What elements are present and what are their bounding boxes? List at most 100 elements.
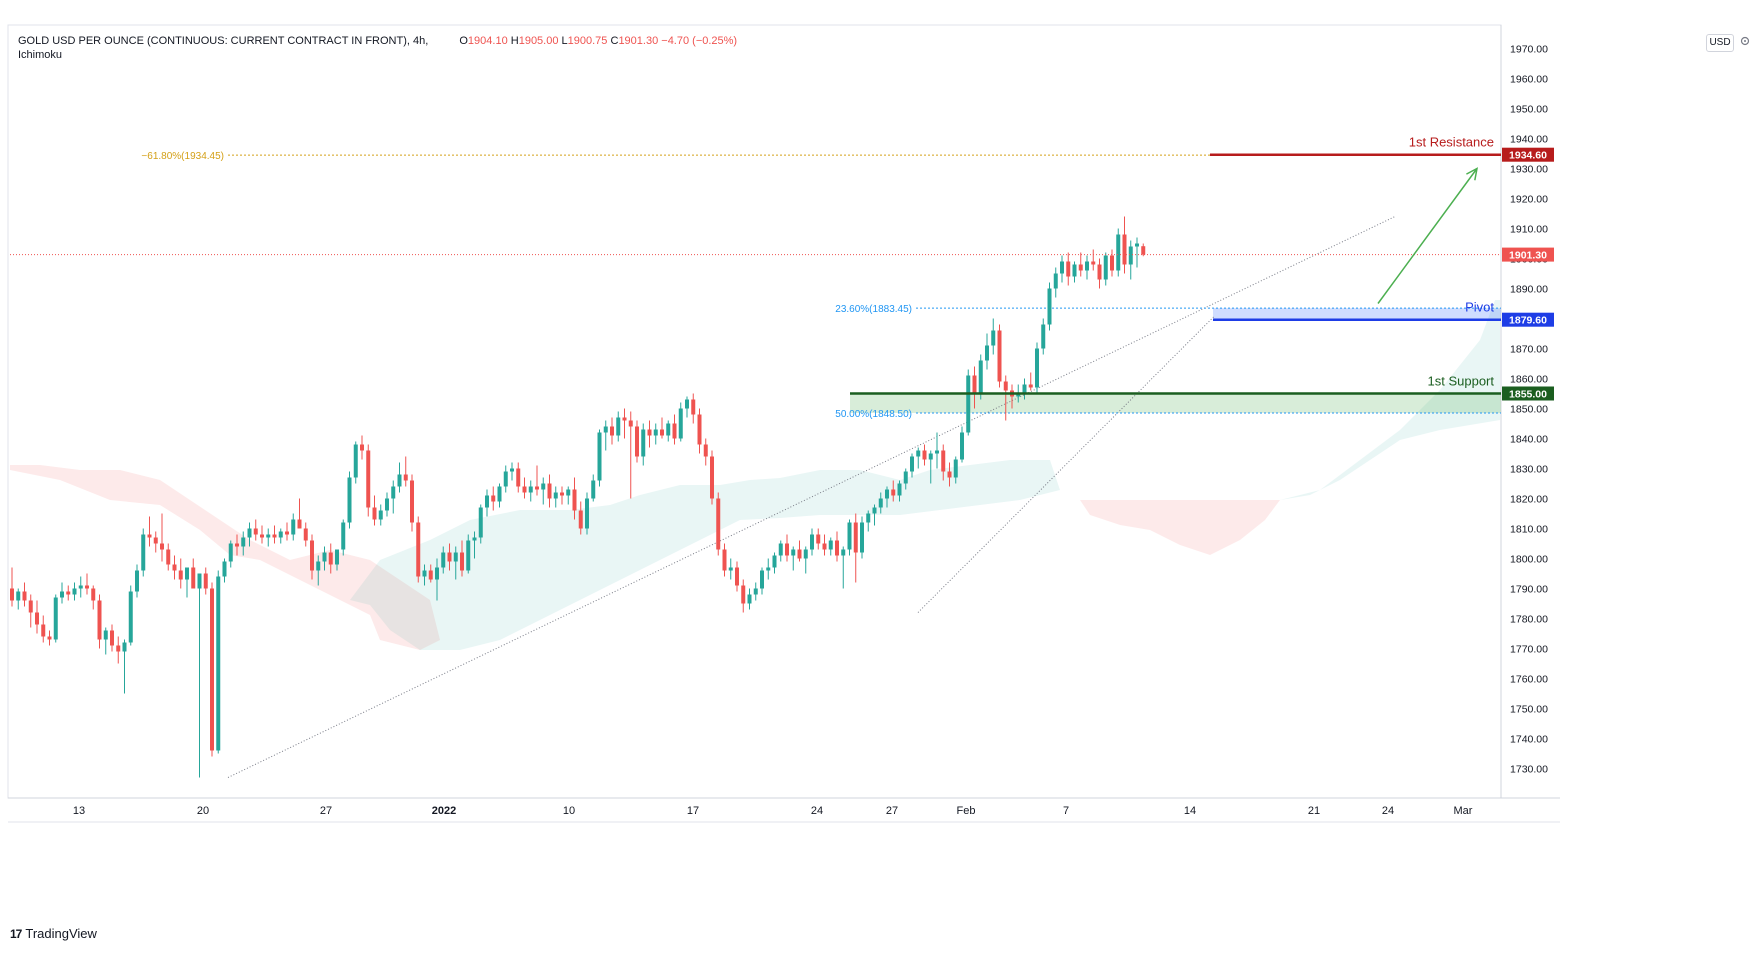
candle-body (772, 555, 777, 568)
candle-body (60, 591, 64, 598)
candle-body (278, 531, 283, 538)
fib-label-618: −61.80%(1934.45) (141, 151, 224, 162)
price-tag (1502, 386, 1554, 401)
time-tick-label: 13 (73, 805, 85, 817)
candle-body (891, 489, 896, 496)
candle-body (1003, 381, 1008, 391)
brand-name: TradingView (25, 926, 97, 941)
candle-body (635, 426, 639, 457)
indicator-label[interactable]: Ichimoku (18, 49, 63, 61)
candle-body (210, 588, 214, 751)
candle-body (260, 534, 264, 538)
candle-body (766, 567, 771, 571)
candle-body (672, 423, 677, 439)
candle-body (360, 444, 364, 451)
level-zones (850, 308, 1501, 413)
candle-body (947, 471, 952, 478)
sr-levels: 1st Resistance Pivot 1st Support (10, 135, 1501, 395)
candle-body (441, 552, 446, 568)
candle-body (428, 570, 433, 580)
symbol-title[interactable]: GOLD USD PER OUNCE (CONTINUOUS: CURRENT … (18, 35, 429, 47)
candle-body (216, 576, 221, 751)
candle-body (678, 408, 683, 439)
candle-body (685, 399, 689, 409)
tradingview-logo-icon: 17 (10, 926, 22, 941)
candle-body (841, 549, 846, 556)
price-tick-label: 1860.00 (1510, 374, 1548, 386)
candle-body (591, 480, 596, 499)
candle-body (610, 426, 614, 436)
candle-body (866, 513, 871, 523)
candle-body (303, 528, 308, 541)
candle-body (241, 537, 246, 547)
support-label: 1st Support (1428, 374, 1495, 389)
candle-body (822, 543, 827, 550)
candle-body (797, 549, 802, 559)
candle-body (1035, 348, 1039, 388)
candle-body (778, 543, 783, 556)
price-tick-label: 1920.00 (1510, 194, 1548, 206)
candle-body (191, 567, 196, 589)
time-tick-label: 17 (687, 805, 699, 817)
candle-body (491, 495, 496, 502)
candle-body (28, 600, 33, 613)
candle-body (203, 573, 208, 589)
candle-body (291, 519, 296, 535)
projection-arrow (1377, 168, 1478, 304)
candle-body (810, 534, 814, 550)
trendline (917, 315, 1216, 613)
candle-body (147, 534, 152, 538)
fibonacci-levels: −61.80%(1934.45) 23.60%(1883.45) 50.00%(18… (141, 151, 1501, 420)
ohlc-values: O1904.10 H1905.00 L1900.75 C1901.30 −4.7… (459, 35, 737, 47)
candle-body (341, 522, 346, 550)
candle-body (785, 543, 789, 556)
time-tick-label: 10 (563, 805, 575, 817)
candle-body (1072, 264, 1077, 277)
high-label: H (510, 35, 519, 47)
time-tick-label: 27 (886, 805, 898, 817)
price-tick-label: 1890.00 (1510, 284, 1548, 296)
tradingview-brand[interactable]: 17 TradingView (10, 926, 97, 941)
candle-body (185, 567, 189, 580)
low-value: 1900.75 (567, 35, 608, 47)
candle-body (135, 570, 139, 592)
candle-body (741, 585, 746, 604)
pivot-label: Pivot (1465, 300, 1494, 315)
candle-body (878, 498, 883, 508)
price-tick-label: 1940.00 (1510, 134, 1548, 146)
candle-body (322, 552, 327, 562)
settings-icon[interactable] (1740, 36, 1750, 46)
price-tick-label: 1740.00 (1510, 734, 1548, 746)
candle-body (585, 498, 589, 529)
candle-body (747, 594, 752, 604)
currency-button[interactable]: USD (1706, 34, 1734, 52)
candle-body (453, 552, 458, 562)
time-axis[interactable]: 13 20 27 2022 10 17 24 27 Feb 7 14 21 24 Mar (73, 805, 1473, 817)
candle-body (760, 570, 764, 589)
price-tick-label: 1910.00 (1510, 224, 1548, 236)
fib-label-236: 23.60%(1883.45) (835, 304, 912, 315)
close-value: 1901.30 (618, 35, 659, 47)
candle-body (1047, 288, 1052, 325)
candle-body (666, 423, 671, 436)
candle-body (416, 522, 421, 577)
time-tick-label: 14 (1184, 805, 1196, 817)
candle-body (128, 591, 133, 643)
candle-body (835, 540, 839, 556)
chart-frame (7, 24, 1560, 823)
candle-body (1103, 255, 1108, 280)
candle-body (72, 588, 77, 595)
candle-body (572, 489, 577, 511)
time-tick-label: Mar (1454, 805, 1473, 817)
candle-body (403, 474, 408, 481)
candle-body (372, 507, 377, 520)
candle-body (847, 522, 852, 550)
price-tick-label: 1760.00 (1510, 674, 1548, 686)
candle-body (10, 588, 14, 601)
open-value: 1904.10 (467, 35, 508, 47)
candle-body (935, 450, 939, 454)
candle-body (528, 486, 533, 493)
candle-body (222, 561, 227, 577)
